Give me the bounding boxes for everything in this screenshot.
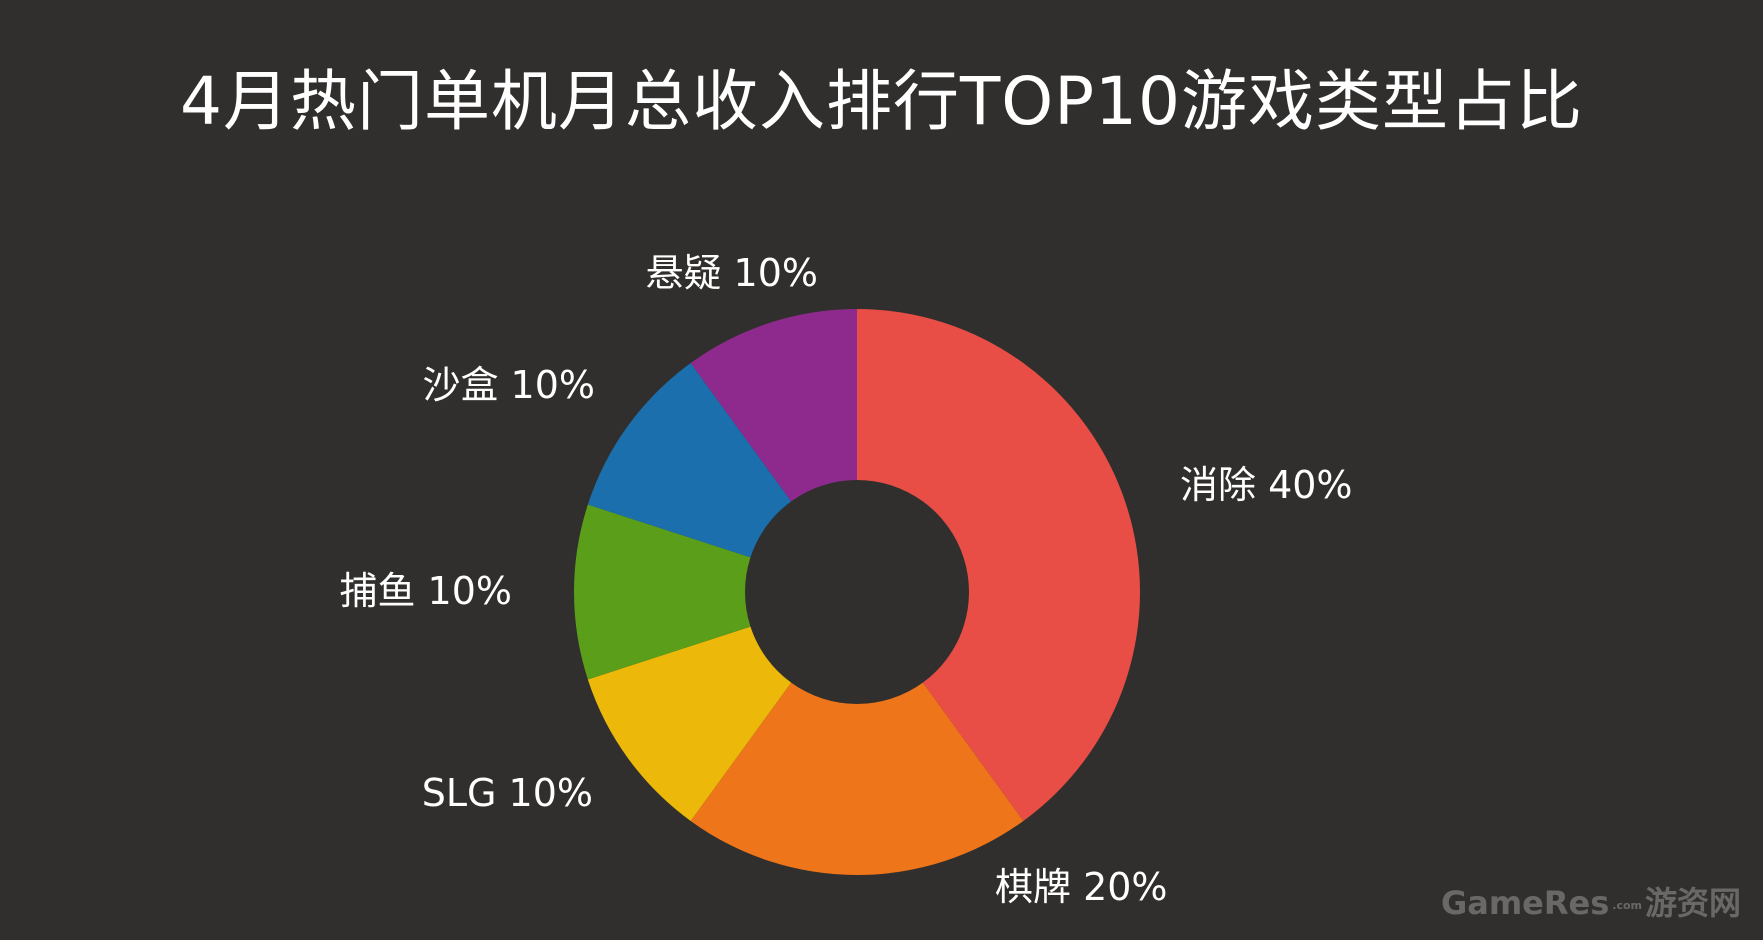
slice-label-3: 捕鱼 10%	[339, 569, 512, 613]
slice-label-5: 悬疑 10%	[645, 251, 818, 295]
donut-slices	[574, 309, 1140, 876]
watermark-brand: GameRes	[1440, 884, 1610, 922]
donut-slice-1	[690, 682, 1024, 876]
slice-labels: 消除 40% 棋牌 20% SLG 10% 捕鱼 10% 沙盒 10% 悬疑 10%	[339, 251, 1352, 909]
watermark-logo: GameRes .com游资网	[1441, 878, 1741, 924]
donut-slice-4	[587, 363, 792, 558]
donut-slice-2	[587, 626, 792, 821]
slice-label-2: SLG 10%	[422, 771, 593, 815]
donut-slice-5	[690, 309, 857, 502]
donut-slice-3	[574, 504, 751, 680]
chart-title: 4月热门单机月总收入排行TOP10游戏类型占比	[179, 63, 1584, 140]
slice-label-0: 消除 40%	[1180, 463, 1353, 507]
slice-label-1: 棋牌 20%	[995, 865, 1168, 909]
watermark-dotcom: .com	[1612, 898, 1642, 912]
watermark-cn: 游资网	[1644, 884, 1741, 922]
slice-label-4: 沙盒 10%	[422, 363, 595, 407]
donut-slice-0	[857, 309, 1140, 821]
